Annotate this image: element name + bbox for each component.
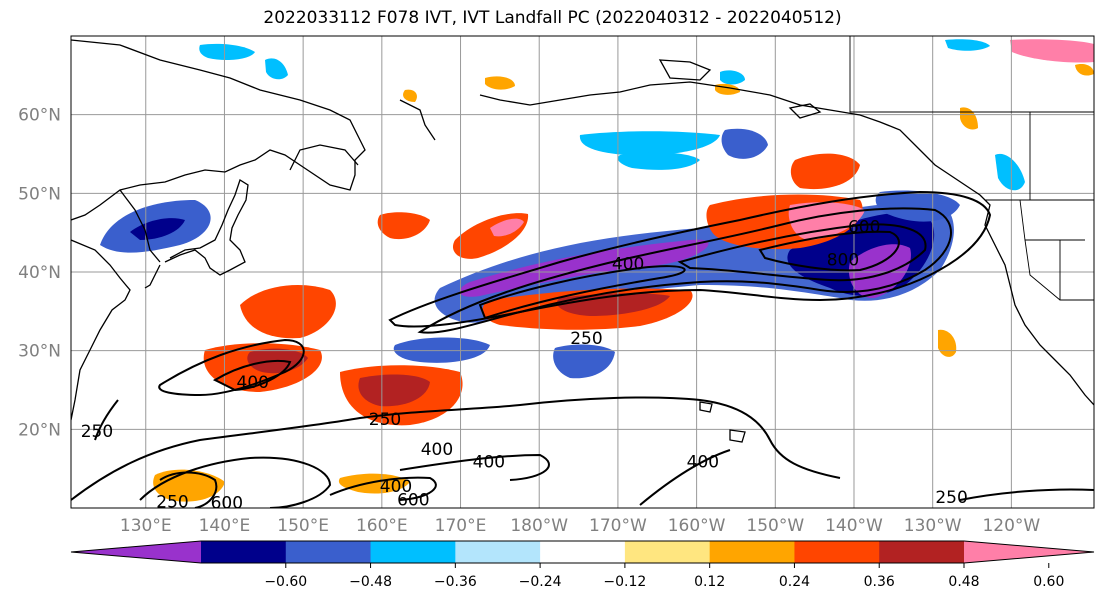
lon-tick-label: 120°W	[982, 516, 1040, 536]
colorbar-segment	[455, 541, 541, 563]
longitude-axis: 130°E 140°E 150°E 160°E 170°E 180°W 170°W 160°W…	[120, 516, 1041, 536]
colorbar-segment	[709, 541, 795, 563]
lon-tick-label: 140°E	[199, 516, 251, 536]
map-title: 2022033112 F078 IVT, IVT Landfall PC (20…	[263, 8, 842, 28]
colorbar-extend-high	[964, 541, 1094, 563]
colorbar-tick-label: 0.48	[948, 574, 979, 590]
colorbar-segment	[370, 541, 456, 563]
contour-label: 250	[156, 493, 188, 513]
contour-label: 250	[81, 422, 113, 442]
lon-tick-label: 140°W	[825, 516, 883, 536]
lat-tick-label: 40°N	[18, 263, 61, 283]
colorbar: −0.60 −0.48 −0.36 −0.24 −0.12 0.12 0.24 0.36 0.4…	[70, 540, 1095, 590]
colorbar-extend-low	[71, 541, 201, 563]
map-area: 2504006008004002504004004006004002502502…	[71, 36, 1094, 513]
latitude-axis: 20°N 30°N 40°N 50°N 60°N	[18, 106, 61, 441]
contour-label: 400	[473, 453, 505, 473]
contour-label: 600	[848, 217, 880, 237]
colorbar-outline	[70, 540, 1095, 564]
contour-label: 400	[237, 373, 269, 393]
ivt-shading	[100, 39, 1094, 502]
contour-label: 250	[935, 488, 967, 508]
lat-tick-label: 30°N	[18, 342, 61, 362]
lat-tick-label: 60°N	[18, 106, 61, 126]
coastlines	[71, 39, 1094, 443]
colorbar-tick-label: −0.36	[434, 574, 477, 590]
lon-tick-label: 170°W	[589, 516, 647, 536]
lon-tick-label: 150°E	[277, 516, 329, 536]
lat-tick-label: 20°N	[18, 420, 61, 440]
lon-tick-label: 180°W	[510, 516, 568, 536]
contour-label: 400	[687, 453, 719, 473]
colorbar-tick-label: −0.24	[519, 574, 562, 590]
map-frame	[70, 35, 1095, 509]
lat-tick-label: 50°N	[18, 184, 61, 204]
colorbar-tick-label: 0.36	[864, 574, 895, 590]
contour-label: 600	[397, 490, 429, 510]
colorbar-tick-label: 0.24	[779, 574, 810, 590]
contour-label: 250	[570, 329, 602, 349]
colorbar-segment	[624, 541, 711, 563]
contour-label: 400	[380, 477, 412, 497]
colorbar-segment	[879, 541, 965, 563]
lon-tick-label: 160°E	[356, 516, 408, 536]
contour-label: 250	[369, 410, 401, 430]
contour-label: 800	[827, 250, 859, 270]
colorbar-tick-label: 0.60	[1033, 574, 1064, 590]
colorbar-tick-label: 0.12	[694, 574, 725, 590]
lon-tick-label: 150°W	[746, 516, 804, 536]
colorbar-segment	[285, 541, 372, 563]
contour-label: 400	[421, 440, 453, 460]
lon-tick-label: 160°W	[668, 516, 726, 536]
lon-tick-label: 130°E	[120, 516, 172, 536]
colorbar-segment	[201, 541, 287, 563]
contour-label: 600	[211, 493, 243, 513]
colorbar-segment	[794, 541, 880, 563]
colorbar-tick-label: −0.12	[603, 574, 646, 590]
colorbar-tick-label: −0.48	[349, 574, 392, 590]
colorbar-segment	[540, 541, 626, 563]
colorbar-tick-label: −0.60	[264, 574, 307, 590]
lon-tick-label: 170°E	[435, 516, 487, 536]
borders	[849, 36, 1094, 301]
lon-tick-label: 130°W	[904, 516, 962, 536]
ivt-contours	[71, 190, 1094, 508]
contour-label: 400	[612, 254, 644, 274]
contour-labels: 2504006008004002504004004006004002502502…	[81, 217, 968, 513]
